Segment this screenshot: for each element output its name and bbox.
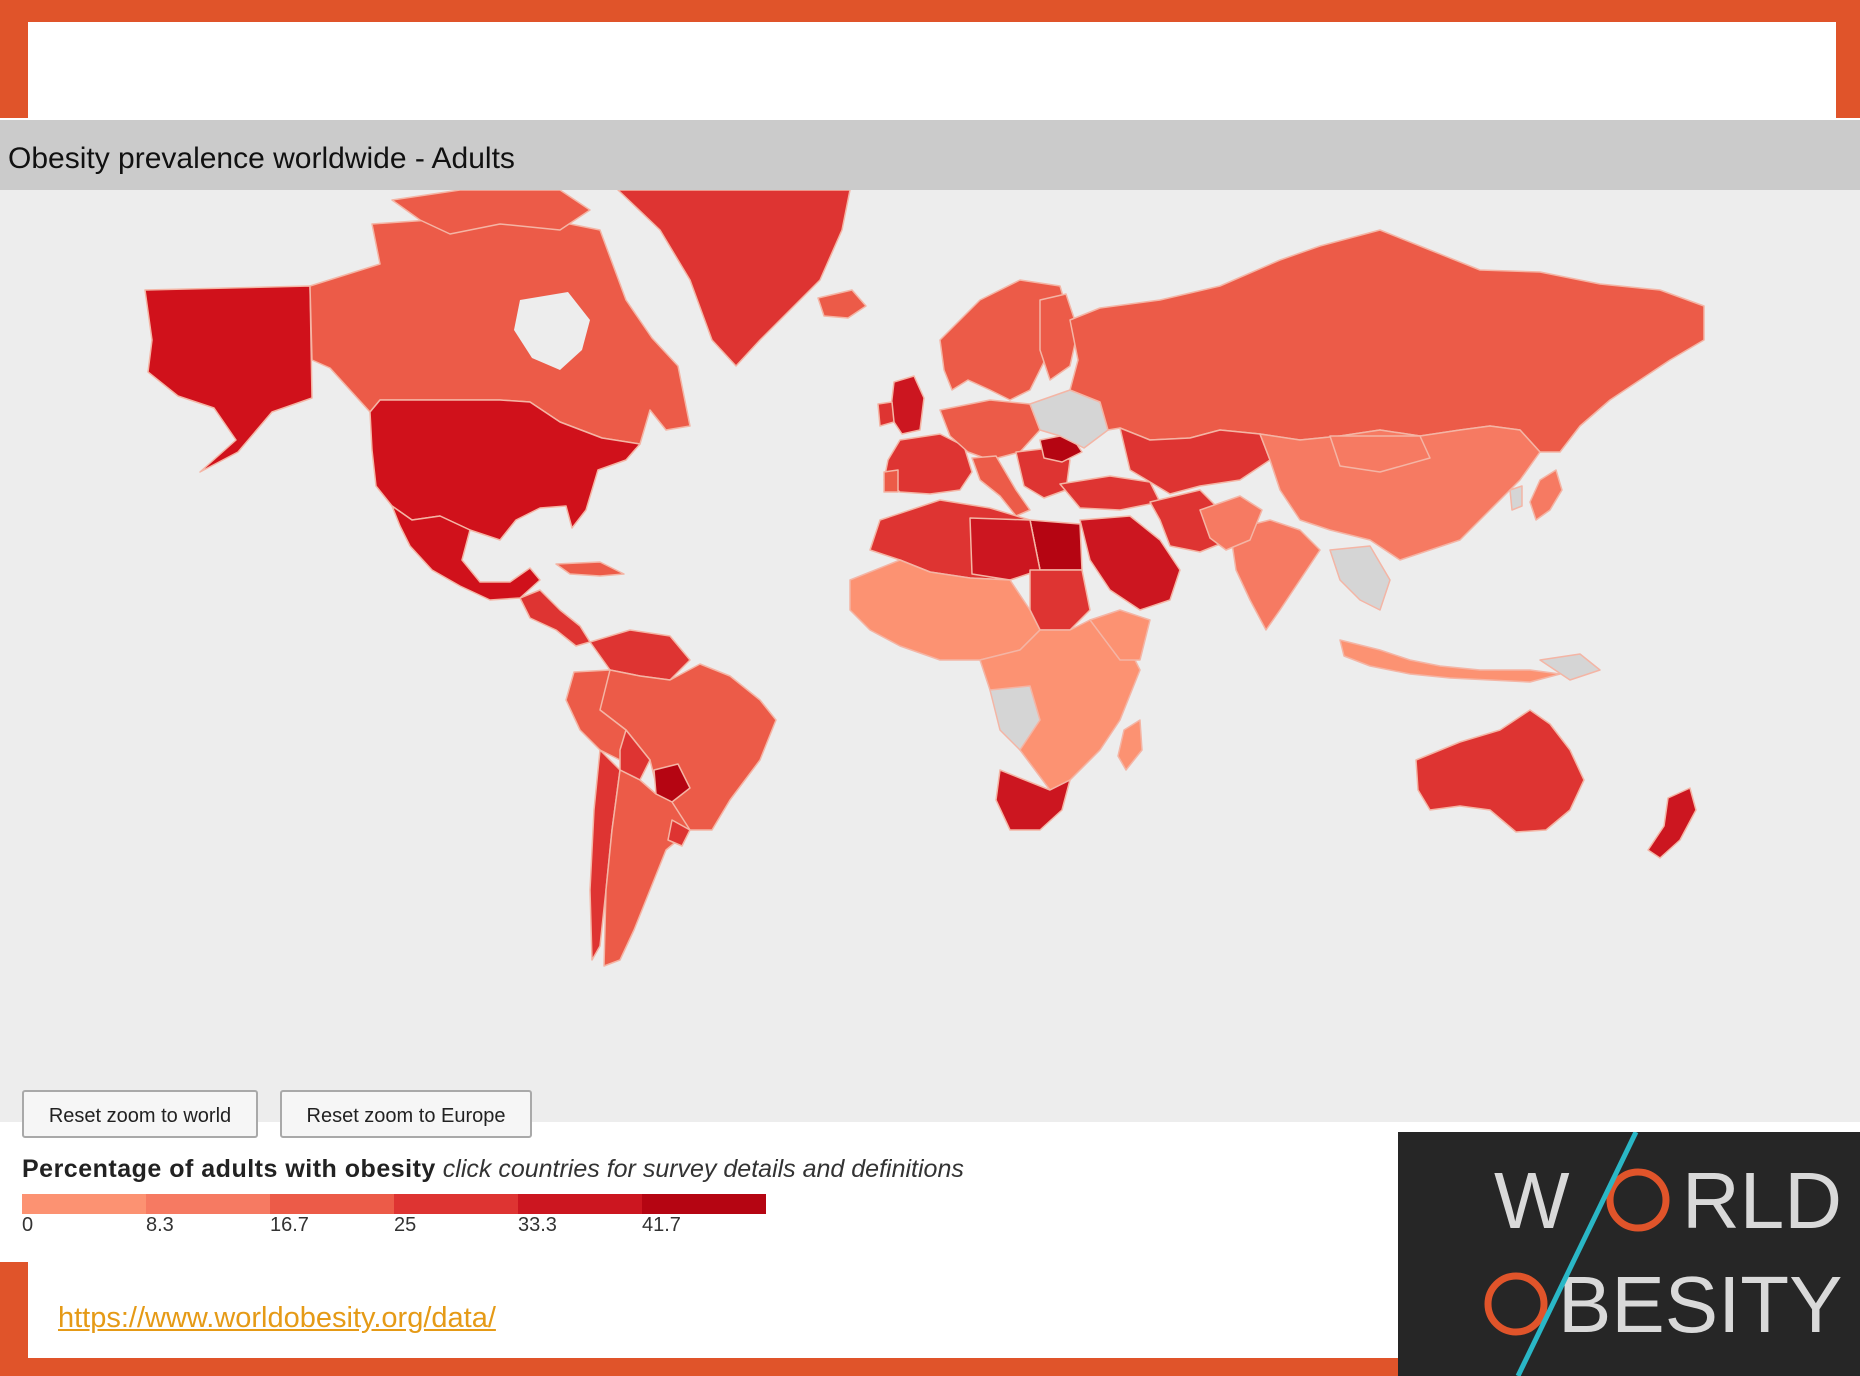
reset-zoom-europe-button[interactable]: Reset zoom to Europe <box>280 1090 532 1138</box>
legend-tick-1: 8.3 <box>146 1214 174 1236</box>
country-india[interactable] <box>1229 519 1321 631</box>
country-mongolia[interactable] <box>1329 435 1431 473</box>
svg-text:BESITY: BESITY <box>1558 1260 1843 1349</box>
country-iceland[interactable] <box>817 289 867 319</box>
country-libya[interactable] <box>969 517 1041 581</box>
legend-tick-5: 41.7 <box>642 1214 681 1236</box>
country-cuba[interactable] <box>555 561 625 577</box>
slide-frame-bottom <box>0 1358 1400 1376</box>
legend-tick-0: 0 <box>22 1214 34 1236</box>
country-south-africa[interactable] <box>995 769 1071 831</box>
world-map-svg[interactable] <box>0 190 1860 1122</box>
country-paraguay[interactable] <box>653 763 691 803</box>
country-norway-sweden[interactable] <box>939 279 1071 401</box>
country-kazakhstan[interactable] <box>1119 427 1271 495</box>
country-greenland[interactable] <box>617 190 851 367</box>
country-australia[interactable] <box>1415 709 1585 833</box>
map-panel: Obesity prevalence worldwide - Adults <box>0 120 1860 1138</box>
country-usa[interactable] <box>369 399 641 541</box>
legend-color-scale <box>22 1194 766 1214</box>
country-uruguay[interactable] <box>667 819 691 847</box>
country-southeast-asia[interactable] <box>1329 545 1391 611</box>
legend-swatch-5 <box>518 1194 642 1214</box>
country-papua[interactable] <box>1539 653 1601 681</box>
country-france-spain[interactable] <box>883 433 973 495</box>
reset-zoom-world-button[interactable]: Reset zoom to world <box>22 1090 258 1138</box>
country-madagascar[interactable] <box>1117 719 1143 771</box>
legend-swatch-2 <box>146 1194 270 1214</box>
legend-ticks: 0 8.3 16.7 25 33.3 41.7 <box>22 1214 782 1238</box>
country-finland[interactable] <box>1039 293 1079 381</box>
slide-frame-right <box>1836 0 1860 118</box>
slide-header-area <box>28 22 1836 118</box>
country-korea[interactable] <box>1509 485 1523 511</box>
country-china[interactable] <box>1259 425 1541 561</box>
logo-mark: W RLD BESITY <box>1484 1132 1843 1376</box>
slide-frame-top <box>0 0 1860 22</box>
page-title: Obesity prevalence worldwide - Adults <box>8 142 515 175</box>
country-alaska[interactable] <box>144 285 313 473</box>
slide-frame-left <box>0 0 28 118</box>
panel-header: Obesity prevalence worldwide - Adults <box>0 120 1860 190</box>
country-japan[interactable] <box>1529 469 1563 521</box>
country-argentina[interactable] <box>603 769 691 967</box>
legend-tick-3: 25 <box>394 1214 417 1236</box>
country-pakistan[interactable] <box>1199 495 1263 551</box>
country-italy[interactable] <box>971 455 1031 517</box>
legend-swatch-6 <box>642 1194 766 1214</box>
hudson-bay <box>514 292 590 370</box>
legend-title-main: Percentage of adults with obesity <box>22 1155 436 1183</box>
country-saudi-arabia[interactable] <box>1079 515 1181 611</box>
country-horn-africa[interactable] <box>1089 609 1151 661</box>
legend-tick-4: 33.3 <box>518 1214 557 1236</box>
world-map[interactable]: Reset zoom to world Reset zoom to Europe <box>0 190 1860 1138</box>
legend-title-hint: click countries for survey details and d… <box>442 1155 964 1183</box>
legend-swatch-3 <box>270 1194 394 1214</box>
legend-swatch-4 <box>394 1194 518 1214</box>
country-indonesia[interactable] <box>1339 639 1561 683</box>
legend-swatch-1 <box>22 1194 146 1214</box>
country-new-zealand[interactable] <box>1647 787 1697 859</box>
country-portugal[interactable] <box>883 469 899 493</box>
svg-text:RLD: RLD <box>1682 1156 1842 1245</box>
country-ireland[interactable] <box>877 401 895 427</box>
country-drc[interactable] <box>989 685 1041 751</box>
world-obesity-logo: W RLD BESITY <box>1398 1132 1860 1376</box>
svg-text:W: W <box>1494 1156 1570 1245</box>
legend-title: Percentage of adults with obesity click … <box>22 1155 964 1184</box>
country-canada-islands[interactable] <box>391 190 591 235</box>
source-link[interactable]: https://www.worldobesity.org/data/ <box>58 1302 496 1334</box>
legend-tick-2: 16.7 <box>270 1214 309 1236</box>
slide-frame-left-bottom <box>0 1262 28 1376</box>
country-mexico[interactable] <box>391 505 541 601</box>
